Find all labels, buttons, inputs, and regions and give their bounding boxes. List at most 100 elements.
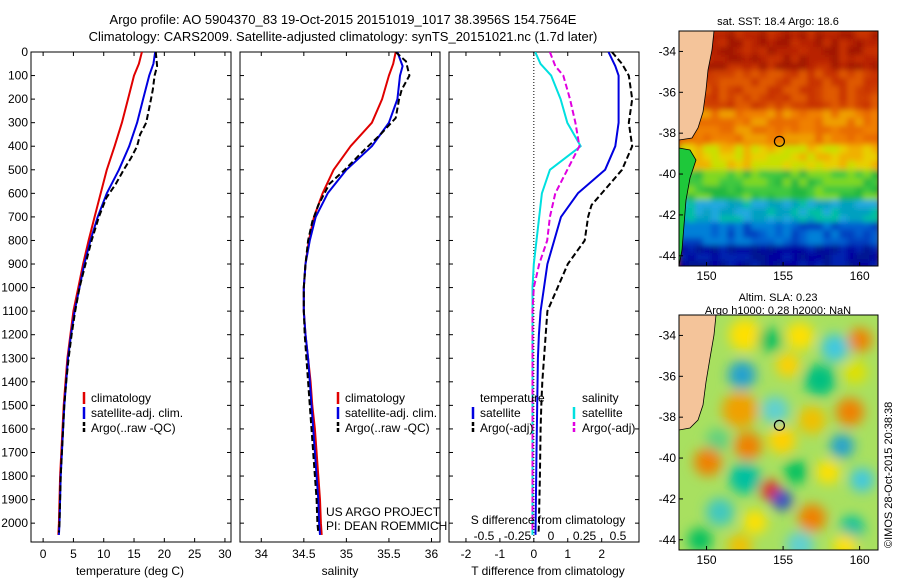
sst-cell xyxy=(727,222,736,231)
legend-label-t-argo: Argo(-adj) xyxy=(480,421,533,435)
sst-cell xyxy=(783,245,792,254)
sst-cell xyxy=(839,78,848,87)
map-y-tick-label: -42 xyxy=(659,208,677,222)
sst-cell xyxy=(807,222,816,231)
sst-cell xyxy=(863,178,872,187)
y-tick-label: 600 xyxy=(8,186,28,200)
sst-cell xyxy=(823,170,832,179)
sst-cell xyxy=(703,145,712,154)
sst-cell xyxy=(799,110,808,119)
sst-cell xyxy=(807,102,816,111)
sst-cell xyxy=(703,78,712,87)
sst-cell xyxy=(727,261,736,266)
legend-label-argo: Argo(..raw -QC) xyxy=(345,421,430,435)
sst-cell xyxy=(855,161,864,170)
sst-cell xyxy=(799,216,808,225)
sst-cell xyxy=(863,47,872,56)
temperature-panel: 0100200300400500600700800900100011001200… xyxy=(1,45,232,578)
sst-cell xyxy=(855,170,864,179)
sst-cell xyxy=(871,230,878,239)
sst-cell xyxy=(711,78,720,87)
sst-cell xyxy=(703,161,712,170)
sst-cell xyxy=(839,126,848,135)
sst-cell xyxy=(735,222,744,231)
sst-cell xyxy=(799,145,808,154)
sst-cell xyxy=(791,200,800,209)
sst-cell xyxy=(871,161,878,170)
sst-cell xyxy=(799,170,808,179)
sst-cell xyxy=(711,200,720,209)
sst-cell xyxy=(855,134,864,143)
sla-blob xyxy=(840,516,864,540)
sst-cell xyxy=(823,126,832,135)
sst-land-mass xyxy=(679,31,715,141)
sst-cell xyxy=(823,261,832,266)
sst-cell xyxy=(815,170,824,179)
sst-cell xyxy=(767,70,776,79)
sst-cell xyxy=(839,70,848,79)
sst-cell xyxy=(839,102,848,111)
sst-cell xyxy=(695,238,704,247)
sst-cell xyxy=(815,78,824,87)
sst-cell xyxy=(799,200,808,209)
sst-cell xyxy=(719,39,728,48)
sst-cell xyxy=(767,134,776,143)
x-tick-label: 25 xyxy=(188,547,202,561)
sst-cell xyxy=(703,216,712,225)
sst-cell xyxy=(735,186,744,195)
sst-cell xyxy=(815,86,824,95)
sst-cell xyxy=(727,86,736,95)
sst-cell xyxy=(871,86,878,95)
temperature-series xyxy=(57,52,159,535)
sst-cell xyxy=(823,230,832,239)
sst-cell xyxy=(863,55,872,64)
sst-cell xyxy=(783,253,792,262)
sla-blob xyxy=(688,528,712,550)
sst-cell xyxy=(743,126,752,135)
sst-cell xyxy=(767,102,776,111)
sst-cell xyxy=(831,86,840,95)
sst-cell xyxy=(719,102,728,111)
sst-cell xyxy=(791,222,800,231)
sst-cell xyxy=(863,200,872,209)
sst-cell xyxy=(799,230,808,239)
sst-cell xyxy=(695,253,704,262)
sst-cell xyxy=(759,63,768,72)
sst-cell xyxy=(807,134,816,143)
sst-cell xyxy=(855,253,864,262)
temperature-axes-box xyxy=(30,51,232,543)
sst-cell xyxy=(863,230,872,239)
sst-cell xyxy=(839,47,848,56)
sst-cell xyxy=(727,208,736,217)
sla-blob xyxy=(786,531,814,550)
sst-cell xyxy=(703,200,712,209)
sst-cell xyxy=(799,161,808,170)
sst-cell xyxy=(759,186,768,195)
sst-cell xyxy=(831,186,840,195)
sst-cell xyxy=(711,126,720,135)
sst-cell xyxy=(799,102,808,111)
sst-cell xyxy=(871,208,878,217)
sst-cell xyxy=(719,110,728,119)
sst-cell xyxy=(783,55,792,64)
sst-cell xyxy=(855,110,864,119)
y-tick-label: 100 xyxy=(8,69,28,83)
sst-cell xyxy=(791,216,800,225)
sst-cell xyxy=(767,63,776,72)
sla-blob xyxy=(786,322,814,350)
sla-map-ticks: 150 155 160 -34 -36 -38 -40 -42 -44 xyxy=(659,328,870,567)
sst-cell xyxy=(847,200,856,209)
sla-blob xyxy=(798,406,826,434)
sst-cell xyxy=(743,230,752,239)
sst-cell xyxy=(783,208,792,217)
sst-cell xyxy=(855,126,864,135)
sst-cell xyxy=(839,200,848,209)
sst-cell xyxy=(799,86,808,95)
sst-cell xyxy=(863,186,872,195)
sst-cell xyxy=(823,47,832,56)
sst-cell xyxy=(831,134,840,143)
sst-cell xyxy=(799,118,808,127)
sla-blob xyxy=(743,510,767,534)
sst-cell xyxy=(815,194,824,203)
